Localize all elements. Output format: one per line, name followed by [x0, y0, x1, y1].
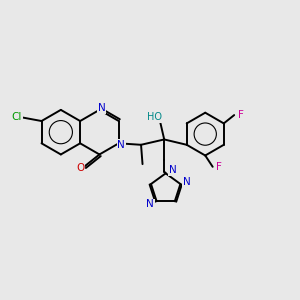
Text: N: N	[117, 140, 125, 150]
Text: HO: HO	[147, 112, 162, 122]
Text: N: N	[98, 103, 106, 113]
Text: O: O	[76, 163, 84, 173]
Text: N: N	[183, 177, 191, 187]
Text: F: F	[216, 162, 222, 172]
Text: N: N	[146, 199, 154, 209]
Text: Cl: Cl	[12, 112, 22, 122]
Text: N: N	[169, 165, 176, 175]
Text: F: F	[238, 110, 244, 120]
